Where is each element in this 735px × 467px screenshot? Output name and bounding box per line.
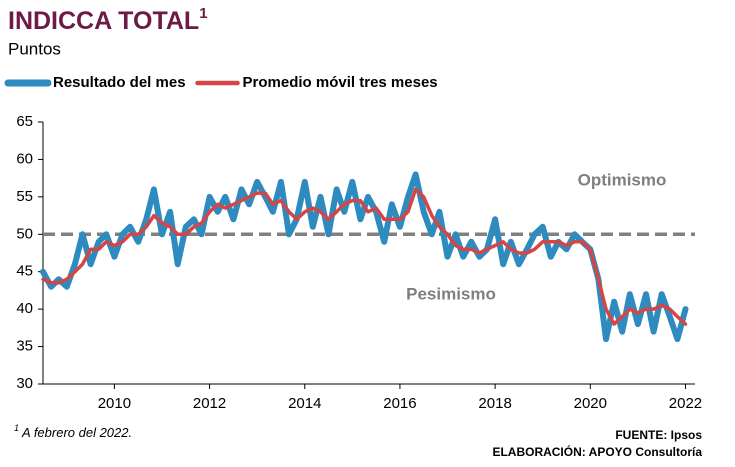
footnote-marker: 1: [14, 423, 19, 433]
footnote-text: A febrero del 2022.: [21, 425, 132, 440]
y-tick-label: 50: [16, 225, 33, 242]
chart-title: INDICCA TOTAL1: [8, 5, 208, 35]
legend-label: Promedio móvil tres meses: [243, 74, 438, 91]
x-tick-label: 2014: [288, 395, 321, 412]
title-superscript: 1: [199, 5, 207, 22]
y-tick-label: 55: [16, 188, 33, 205]
chart-subtitle: Puntos: [8, 39, 61, 58]
y-tick-label: 30: [16, 375, 33, 392]
title-text: INDICCA TOTAL: [8, 7, 199, 35]
x-tick-label: 2022: [669, 395, 702, 412]
y-tick-label: 60: [16, 150, 33, 167]
x-tick-label: 2012: [193, 395, 226, 412]
credit: ELABORACIÓN: APOYO Consultoría: [492, 444, 702, 459]
x-tick-label: 2010: [98, 395, 131, 412]
series-line: [40, 171, 689, 343]
source: FUENTE: Ipsos: [615, 428, 702, 442]
y-tick-label: 45: [16, 263, 33, 280]
y-tick-label: 40: [16, 300, 33, 317]
annotation: Optimismo: [578, 170, 667, 189]
y-tick-label: 65: [16, 113, 33, 130]
x-tick-label: 2020: [574, 395, 607, 412]
y-tick-label: 35: [16, 338, 33, 355]
x-tick-label: 2016: [383, 395, 416, 412]
legend-label: Resultado del mes: [53, 74, 186, 91]
x-tick-label: 2018: [478, 395, 511, 412]
series-line: [41, 187, 688, 326]
annotation: Pesimismo: [406, 284, 496, 303]
